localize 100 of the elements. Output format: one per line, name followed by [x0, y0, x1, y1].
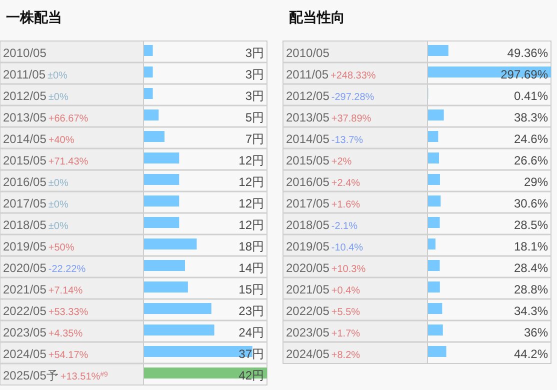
- y-tick-label: 2012/05: [286, 89, 330, 103]
- y-tick-label: 2023/05: [3, 326, 47, 340]
- bar: [144, 45, 153, 56]
- bar: [144, 152, 180, 164]
- data-label: 28.5%: [514, 218, 548, 232]
- text: +1.7%: [331, 328, 360, 340]
- data-label: 12円: [238, 175, 264, 189]
- data-label: 38.3%: [514, 110, 548, 124]
- y-tick-label: 2014/05: [286, 132, 330, 146]
- bar: [428, 282, 440, 292]
- data-label: 28.4%: [514, 261, 548, 275]
- data-label: 3円: [245, 89, 264, 103]
- y-tick-label: 2020/05: [3, 261, 47, 275]
- text: +7.14%: [48, 286, 83, 296]
- bar: [144, 88, 153, 99]
- text: ±0%: [48, 70, 68, 82]
- bar: [428, 45, 448, 56]
- data-label: 18.1%: [514, 240, 548, 254]
- y-tick-label: 2023/05: [286, 326, 330, 340]
- bar: [144, 346, 252, 357]
- text: -297.28%: [331, 92, 374, 103]
- y-tick-label: 2024/05: [3, 347, 47, 361]
- bar: [428, 217, 440, 228]
- data-label: 7円: [245, 132, 264, 146]
- data-label: 24円: [238, 326, 264, 340]
- y-tick-label: 2017/05: [286, 196, 330, 210]
- text: +54.17%: [48, 350, 88, 361]
- text: +37.89%: [331, 114, 372, 124]
- text: ±0%: [48, 200, 68, 210]
- text: +13.51%$^{#9}$: [60, 371, 108, 382]
- bar: [144, 174, 180, 185]
- text: +8.2%: [331, 350, 360, 361]
- y-tick-label: 2011/05: [3, 68, 46, 82]
- y-tick-label: 2020/05: [286, 261, 330, 275]
- y-tick-label: 2015/05: [3, 154, 47, 168]
- chart-title: 一株配当: [6, 9, 62, 25]
- y-tick-label: 2021/05: [286, 282, 330, 296]
- data-label: 36%: [524, 326, 548, 340]
- y-tick-label: 2025/05予: [3, 368, 58, 382]
- y-tick-label: 2017/05: [3, 196, 47, 210]
- bar: [144, 324, 214, 336]
- text: +0.4%: [331, 286, 360, 296]
- text: +1.6%: [331, 200, 360, 210]
- data-label: 5円: [245, 110, 264, 124]
- data-label: 30.6%: [514, 196, 548, 210]
- y-tick-label: 2015/05: [286, 154, 330, 168]
- text: -2.1%: [331, 221, 358, 232]
- data-label: 24.6%: [514, 132, 548, 146]
- text: +2%: [331, 156, 352, 168]
- bar: [144, 217, 180, 228]
- data-label: 34.3%: [514, 304, 548, 318]
- bar: [144, 238, 197, 250]
- y-tick-label: 2010/05: [3, 46, 47, 60]
- text: +5.5%: [331, 307, 360, 318]
- data-label: 23円: [238, 304, 264, 318]
- data-label: 0.41%: [514, 89, 548, 103]
- bar: [428, 260, 440, 271]
- y-tick-label: 2012/05: [3, 89, 47, 103]
- data-label: 26.6%: [514, 154, 548, 168]
- bar: [144, 110, 159, 120]
- bar: [144, 66, 153, 78]
- text: +50%: [48, 242, 74, 254]
- text: +71.43%: [48, 156, 88, 168]
- bar: [428, 238, 436, 250]
- data-label: 15円: [238, 282, 264, 296]
- y-tick-label: 2013/05: [286, 110, 330, 124]
- y-tick-label: 2022/05: [3, 304, 47, 318]
- bar: [144, 196, 180, 206]
- y-tick-label: 2021/05: [3, 282, 47, 296]
- bar: [428, 324, 443, 336]
- chart-title: 配当性向: [289, 9, 345, 25]
- y-tick-label: 2016/05: [286, 175, 330, 189]
- text: +53.33%: [48, 307, 88, 318]
- bar: [428, 131, 438, 142]
- bar: [144, 303, 212, 314]
- text: -13.7%: [331, 135, 364, 146]
- bar: [144, 260, 185, 271]
- y-tick-label: 2019/05: [286, 240, 330, 254]
- data-label: 14円: [238, 261, 264, 275]
- data-label: 28.8%: [514, 282, 548, 296]
- bar: [428, 196, 441, 206]
- data-label: 12円: [238, 196, 264, 210]
- y-tick-label: 2011/05: [286, 68, 329, 82]
- bar: [428, 152, 439, 164]
- y-tick-label: 2014/05: [3, 132, 47, 146]
- y-tick-label: 2010/05: [286, 46, 330, 60]
- text: +66.67%: [48, 114, 88, 124]
- text: +10.3%: [331, 264, 366, 275]
- y-tick-label: 2019/05: [3, 240, 47, 254]
- text: +248.33%: [330, 70, 376, 82]
- y-tick-label: 2018/05: [286, 218, 330, 232]
- y-tick-label: 2013/05: [3, 110, 47, 124]
- data-label: 49.36%: [507, 46, 548, 60]
- text: +2.4%: [331, 178, 360, 189]
- text: +40%: [48, 135, 74, 146]
- data-label: 12円: [238, 218, 264, 232]
- bar: [428, 174, 440, 185]
- bar: [428, 110, 444, 120]
- text: ±0%: [48, 178, 68, 189]
- data-label: 44.2%: [514, 347, 548, 361]
